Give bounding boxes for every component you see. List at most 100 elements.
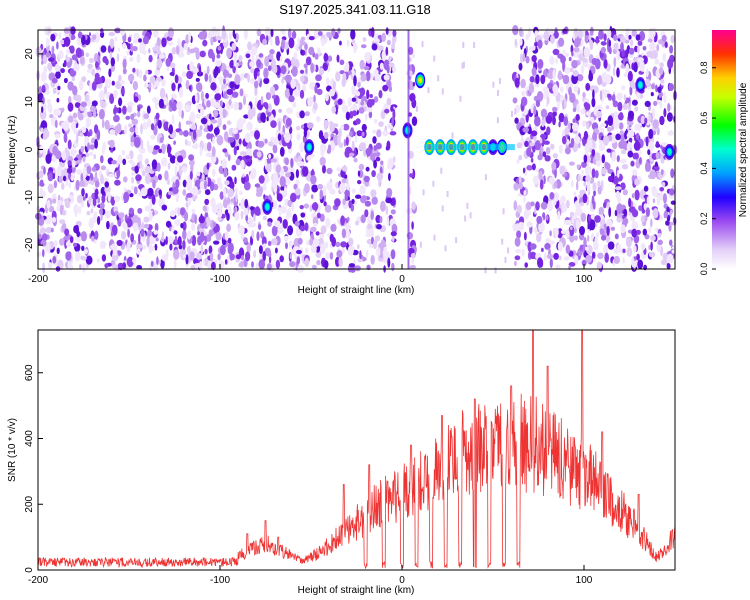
spectrogram-cell	[202, 205, 207, 212]
spectrogram-cell	[64, 239, 68, 249]
spectrogram-cell	[254, 96, 258, 108]
spectrogram-cell	[384, 108, 390, 114]
spectrogram-cell	[661, 181, 666, 187]
spectrogram-cell	[101, 118, 105, 129]
spectrogram-cell	[583, 154, 588, 164]
spectrogram-cell	[89, 144, 95, 150]
spectrogram-cell	[389, 131, 397, 136]
colorbar-ticks: 0.00.20.40.60.8	[699, 61, 716, 275]
spectrogram-cell	[175, 179, 180, 189]
spectrogram-cell	[138, 69, 143, 79]
spectrogram-cell	[501, 238, 504, 245]
spectrogram-cell	[81, 245, 85, 251]
spectrogram-cell	[104, 210, 111, 219]
spectrogram-cell	[520, 53, 523, 64]
spectrogram-cell	[79, 132, 84, 137]
spectrogram-cell	[540, 179, 544, 190]
spectrogram-cell	[623, 72, 628, 77]
spectrogram-cell	[290, 158, 294, 168]
spectrogram-cell	[633, 141, 641, 151]
spectrogram-cell	[221, 29, 227, 40]
y-tick-label: 10	[24, 96, 35, 108]
spectrogram-cell	[153, 263, 157, 271]
spectrogram-cell	[367, 223, 373, 230]
spectrogram-cell	[316, 212, 321, 219]
spectrogram-cell	[231, 42, 237, 51]
spectrogram-cell	[130, 113, 135, 120]
spectrogram-cell	[174, 219, 181, 226]
spectrogram-cell	[574, 200, 580, 208]
spectrogram-cell	[164, 170, 169, 181]
spectrogram-cell	[187, 140, 192, 147]
spectrogram-cell	[62, 120, 70, 131]
spectrogram-cell	[249, 206, 255, 211]
spectrogram-cell	[156, 58, 162, 68]
spectrogram-cell	[278, 108, 282, 113]
spectrogram-cell	[372, 129, 377, 134]
spectrogram-cell	[156, 256, 159, 265]
spectrogram-cell	[77, 31, 83, 39]
spectrogram-cell	[254, 206, 261, 216]
spectrogram-cell	[166, 143, 172, 155]
spectrogram-cell	[382, 130, 389, 136]
spectrogram-cell	[181, 71, 187, 78]
spectrogram-cell	[383, 74, 390, 81]
spectrogram-cell	[519, 38, 523, 46]
spectrogram-cell	[514, 255, 521, 261]
spectrogram-cell	[228, 31, 233, 41]
spectrogram-cell	[95, 77, 103, 84]
spectrogram-cell	[589, 219, 596, 231]
spectrogram-cell	[591, 97, 596, 108]
spectrogram-cell	[234, 52, 238, 62]
spectrogram-cell	[145, 70, 149, 75]
spectrogram-cell	[188, 85, 192, 91]
spectrogram-cell	[296, 249, 302, 255]
spectrogram-cell	[143, 113, 150, 120]
spectrogram-cell	[253, 68, 258, 80]
spectrogram-cell	[666, 206, 670, 213]
spectrogram-cell	[137, 94, 141, 102]
spectrogram-cell	[301, 124, 305, 129]
spectrogram-cell	[249, 78, 256, 84]
spectrogram-cell	[565, 219, 572, 226]
spectrogram-cell	[385, 197, 393, 204]
spectrogram-cell	[597, 180, 601, 187]
spectrogram-cell	[183, 130, 189, 137]
spectrogram-cell	[561, 203, 568, 213]
spectrogram-cell	[337, 98, 343, 105]
spectrogram-cell	[344, 222, 352, 231]
spectrogram-cell	[422, 189, 425, 196]
spectrogram-cell	[585, 175, 591, 183]
spectrogram-cell	[484, 267, 487, 274]
spectrogram-cell	[271, 238, 278, 246]
spectrogram-cell	[320, 243, 326, 255]
spectrogram-cell	[557, 210, 561, 220]
spectrogram-cell	[47, 172, 54, 182]
spectrogram-cell	[253, 249, 256, 258]
spectrogram-cell	[311, 264, 317, 269]
spectrogram-cell	[43, 166, 46, 175]
spectrogram-cell	[379, 216, 383, 224]
spectrogram-cell	[80, 172, 84, 183]
spectrogram-cell	[549, 230, 552, 237]
spectrogram-cell	[441, 88, 444, 95]
spectrogram-cell	[266, 116, 269, 122]
spectrogram-cell	[327, 55, 333, 62]
spectrogram-cell	[138, 233, 141, 244]
spectrogram-cell	[657, 233, 662, 238]
spectrogram-cell	[494, 267, 497, 274]
colorbar-tick-label: 0.6	[699, 112, 709, 125]
spectrogram-cell	[222, 108, 227, 119]
spectrogram-cell	[122, 58, 127, 69]
spectrogram-cell	[386, 215, 390, 227]
spectrogram-cell	[247, 109, 254, 120]
spectrogram-cell	[268, 153, 272, 159]
spectrogram-cell	[279, 176, 286, 187]
spectrogram-cell	[392, 108, 396, 120]
spectrogram-cell	[234, 211, 240, 221]
spectrogram-cell	[179, 130, 184, 136]
spectrogram-cell	[273, 200, 278, 210]
spectrogram-cell	[124, 124, 128, 135]
spectrogram-cell	[239, 88, 244, 97]
spectrogram-cell	[606, 201, 610, 209]
